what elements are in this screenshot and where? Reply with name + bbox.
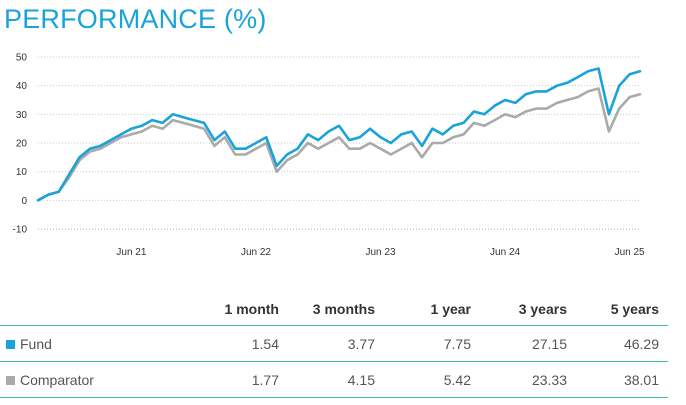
table-cell: 27.15 xyxy=(480,325,576,362)
row-label-text: Fund xyxy=(20,335,52,352)
table-cell: 38.01 xyxy=(576,361,668,398)
header-cell xyxy=(0,293,170,326)
header-cell: 1 month xyxy=(224,301,279,317)
table-row-fund: Fund 1.54 3.77 7.75 27.15 46.29 xyxy=(0,325,668,362)
row-label-text: Comparator xyxy=(20,371,94,388)
performance-chart: 50 40 30 20 10 0 -10 Jun 21 Jun 22 Jun 23 Jun 24 Ju… xyxy=(13,53,646,259)
y-tick-label: -10 xyxy=(13,225,28,236)
grid-layer xyxy=(38,56,640,230)
fund-legend-swatch xyxy=(6,339,15,349)
table-cell: 46.29 xyxy=(576,325,668,362)
y-tick-label: 40 xyxy=(16,81,28,92)
series-line-fund xyxy=(36,67,642,202)
row-label: Comparator xyxy=(0,361,170,398)
y-tick-label: 0 xyxy=(21,196,27,207)
axis-layer: 50 40 30 20 10 0 -10 Jun 21 Jun 22 Jun 23 Jun 24 Ju… xyxy=(13,53,646,259)
x-tick-label: Jun 24 xyxy=(490,247,520,258)
y-tick-label: 10 xyxy=(16,167,28,178)
table-cell: 23.33 xyxy=(480,361,576,398)
x-tick-label: Jun 22 xyxy=(241,247,271,258)
row-label: Fund xyxy=(0,325,170,362)
y-tick-label: 50 xyxy=(16,53,28,64)
series-line-comparator xyxy=(36,87,642,202)
table-cell: 5.42 xyxy=(384,361,480,398)
table-cell: 3.77 xyxy=(288,325,384,362)
header-cell: 1 year xyxy=(430,301,471,317)
table-header-row: 1 month 3 months 1 year 3 years 5 years xyxy=(0,293,668,326)
header-cell: 3 years xyxy=(518,301,567,317)
table-row-comparator: Comparator 1.77 4.15 5.42 23.33 38.01 xyxy=(0,361,668,398)
table-cell: 1.54 xyxy=(170,325,288,362)
header-cell: 5 years xyxy=(610,301,659,317)
comparator-legend-swatch xyxy=(6,375,15,385)
page-title: PERFORMANCE (%) xyxy=(4,4,267,34)
table-cell: 1.77 xyxy=(170,361,288,398)
x-tick-label: Jun 23 xyxy=(366,247,396,258)
table-cell: 7.75 xyxy=(384,325,480,362)
x-tick-label: Jun 21 xyxy=(116,247,146,258)
y-tick-label: 30 xyxy=(16,110,28,121)
header-cell: 3 months xyxy=(312,301,375,317)
x-tick-label: Jun 25 xyxy=(615,247,645,258)
table-cell: 4.15 xyxy=(288,361,384,398)
series-layer xyxy=(36,67,642,202)
performance-table: 1 month 3 months 1 year 3 years 5 years … xyxy=(0,293,668,398)
y-tick-label: 20 xyxy=(16,139,28,150)
